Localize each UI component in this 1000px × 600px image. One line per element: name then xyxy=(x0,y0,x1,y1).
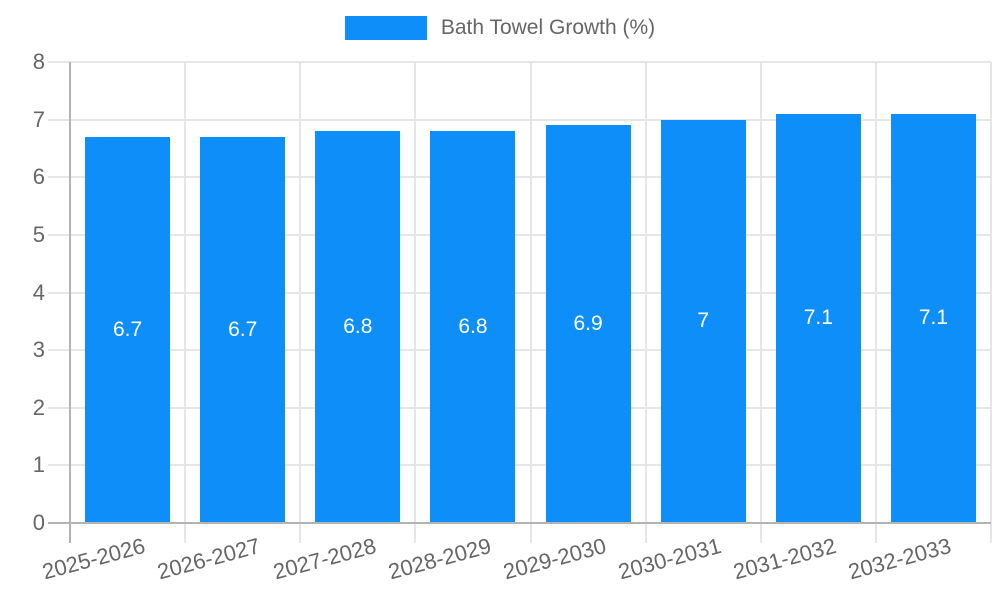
y-axis-tick-label: 6 xyxy=(32,164,45,190)
gridline-horizontal xyxy=(48,176,991,179)
bar-value-label: 7 xyxy=(697,309,710,333)
gridline-vertical xyxy=(759,62,762,543)
gridline-horizontal xyxy=(48,118,991,121)
x-axis-tick-label: 2026-2027 xyxy=(155,533,264,585)
y-axis-tick-label: 1 xyxy=(32,452,45,478)
x-axis-tick-label: 2032-2033 xyxy=(845,533,954,585)
bar-value-label: 6.7 xyxy=(228,317,258,341)
y-axis-tick-label: 7 xyxy=(32,106,45,132)
bar-value-label: 6.8 xyxy=(343,315,373,339)
bar-value-label: 6.9 xyxy=(573,312,603,336)
x-axis-tick-label: 2031-2032 xyxy=(730,533,839,585)
gridline-vertical xyxy=(529,62,532,543)
x-axis-tick-label: 2027-2028 xyxy=(270,533,379,585)
gridline-horizontal xyxy=(48,406,991,409)
x-axis-baseline xyxy=(48,522,991,524)
y-axis-tick-label: 5 xyxy=(32,221,45,247)
bar-value-label: 6.8 xyxy=(458,315,488,339)
x-axis-tick-label: 2028-2029 xyxy=(385,533,494,585)
y-axis-tick-label: 0 xyxy=(32,510,45,535)
bar[interactable] xyxy=(315,131,401,523)
x-axis-tick-label: 2029-2030 xyxy=(500,533,609,585)
x-axis-tick-label: 2030-2031 xyxy=(615,533,724,585)
bar-value-label: 7.1 xyxy=(803,306,833,330)
gridline-horizontal xyxy=(48,291,991,294)
gridline-horizontal xyxy=(48,233,991,236)
legend[interactable]: Bath Towel Growth (%) xyxy=(0,16,1000,40)
y-axis-tick-label: 4 xyxy=(32,279,45,305)
bar[interactable] xyxy=(545,125,631,523)
bar[interactable] xyxy=(890,113,976,523)
bar[interactable] xyxy=(660,119,746,523)
bar[interactable] xyxy=(200,136,286,523)
y-axis-tick-label: 3 xyxy=(32,337,45,363)
bar-value-label: 6.7 xyxy=(112,317,143,341)
gridline-horizontal xyxy=(48,464,991,467)
y-axis-line xyxy=(69,62,71,543)
legend-label: Bath Towel Growth (%) xyxy=(440,16,656,39)
bar[interactable] xyxy=(430,131,516,523)
gridline-vertical xyxy=(299,62,302,543)
x-axis-tick-label: 2025-2026 xyxy=(39,533,149,585)
gridline-horizontal xyxy=(48,349,991,352)
gridline-vertical xyxy=(990,62,992,543)
gridline-horizontal xyxy=(48,61,991,63)
gridline-vertical xyxy=(414,62,417,543)
bar[interactable] xyxy=(775,113,861,523)
legend-swatch xyxy=(344,16,427,40)
gridline-vertical xyxy=(644,62,647,543)
bar[interactable] xyxy=(85,136,171,523)
y-axis-tick-label: 2 xyxy=(32,394,45,420)
bar-value-label: 7.1 xyxy=(918,306,949,330)
gridline-vertical xyxy=(874,62,877,543)
y-axis-tick-label: 8 xyxy=(32,49,45,74)
gridline-vertical xyxy=(184,62,187,543)
